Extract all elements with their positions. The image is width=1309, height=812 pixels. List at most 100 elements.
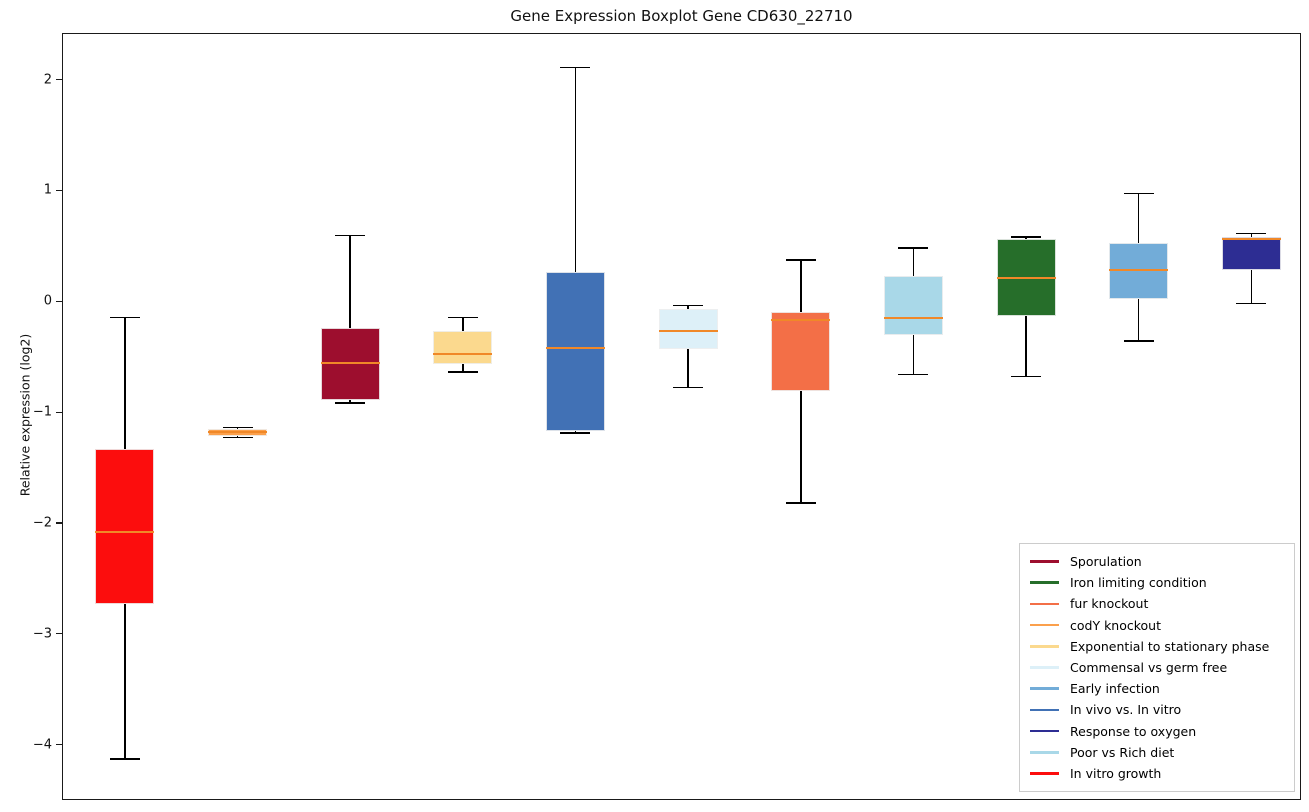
legend-swatch [1030,687,1059,690]
legend-item: Poor vs Rich diet [1030,742,1286,763]
boxplot-box [433,331,493,365]
whisker-line [349,235,351,328]
y-tick-mark [56,300,62,302]
median-line [883,316,943,319]
whisker-line [912,335,915,375]
median-line [545,346,605,349]
median-line [208,430,268,433]
whisker-line [800,390,802,503]
whisker-line [1137,193,1140,244]
whisker-line [1137,298,1140,341]
whisker-line [1025,236,1027,240]
whisker-line [1250,233,1253,237]
legend-label: In vitro growth [1070,765,1162,781]
y-tick-mark [56,522,62,524]
whisker-line [912,247,915,276]
legend-item: codY knockout [1030,615,1286,636]
chart-title: Gene Expression Boxplot Gene CD630_22710 [510,7,853,25]
legend-swatch [1030,729,1059,733]
whisker-cap [673,386,704,389]
whisker-line [1250,270,1253,304]
legend-swatch [1030,708,1059,712]
boxplot-box [658,308,718,349]
legend-item: fur knockout [1030,593,1286,614]
legend-swatch [1030,560,1059,563]
y-tick-label: −2 [32,515,52,531]
legend-label: fur knockout [1070,596,1149,612]
whisker-line [574,67,577,273]
whisker-line [124,317,126,449]
whisker-line [349,399,351,404]
median-line [1109,268,1169,272]
legend-label: Commensal vs germ free [1070,659,1228,675]
y-tick-mark [56,633,62,635]
whisker-cap [560,432,591,434]
legend-swatch [1030,666,1059,669]
y-tick-mark [56,411,62,413]
whisker-line [462,364,464,373]
legend-label: Early infection [1070,681,1160,697]
legend-swatch [1030,623,1059,627]
legend-label: Response to oxygen [1070,723,1197,739]
whisker-line [124,603,126,759]
legend-swatch [1030,772,1059,775]
y-tick-label: −3 [32,626,52,642]
whisker-cap [560,66,591,68]
boxplot-box [95,448,155,604]
whisker-cap [1011,236,1042,238]
median-line [1221,237,1281,241]
legend-item: Commensal vs germ free [1030,657,1286,678]
whisker-line [574,430,577,433]
y-tick-mark [56,744,62,746]
boxplot-box [883,275,943,336]
whisker-cap [1123,192,1154,195]
boxplot-box [545,272,605,431]
whisker-cap [673,304,704,307]
median-line [433,353,493,356]
legend-swatch [1030,750,1059,754]
whisker-cap [1236,232,1267,235]
median-line [95,530,155,533]
legend-item: In vitro growth [1030,763,1286,784]
y-tick-label: −1 [32,404,52,420]
median-line [771,318,831,322]
y-tick-label: 2 [43,72,52,88]
median-line [658,329,718,333]
whisker-cap [109,758,140,760]
boxplot-box [771,312,831,391]
whisker-line [800,260,802,313]
legend: Sporulation Iron limiting condition fur kn… [1019,542,1295,792]
y-tick-mark [56,189,62,192]
whisker-cap [335,235,366,237]
legend-label: Sporulation [1070,554,1142,570]
whisker-cap [335,402,366,404]
boxplot-box [1109,243,1169,299]
whisker-cap [1236,302,1267,305]
whisker-cap [898,373,929,375]
whisker-cap [785,502,816,504]
legend-item: Early infection [1030,678,1286,699]
whisker-cap [898,247,929,249]
legend-label: In vivo vs. In vitro [1070,702,1182,718]
legend-item: In vivo vs. In vitro [1030,699,1286,720]
median-line [996,276,1056,279]
y-tick-mark [56,79,62,81]
legend-item: Iron limiting condition [1030,572,1286,593]
y-tick-label: 0 [43,293,52,309]
legend-item: Response to oxygen [1030,720,1286,741]
legend-item: Sporulation [1030,551,1286,572]
whisker-line [687,305,689,309]
legend-swatch [1030,581,1059,585]
whisker-cap [1123,340,1154,342]
legend-label: codY knockout [1070,617,1162,633]
whisker-cap [109,317,140,319]
legend-swatch [1030,602,1059,606]
y-tick-label: 1 [43,182,52,198]
legend-swatch [1030,644,1059,648]
y-tick-label: −4 [32,737,52,753]
whisker-line [1025,315,1027,377]
whisker-cap [222,426,253,429]
plot-area: Sporulation Iron limiting condition fur kn… [62,33,1301,800]
legend-label: Exponential to stationary phase [1070,638,1270,654]
